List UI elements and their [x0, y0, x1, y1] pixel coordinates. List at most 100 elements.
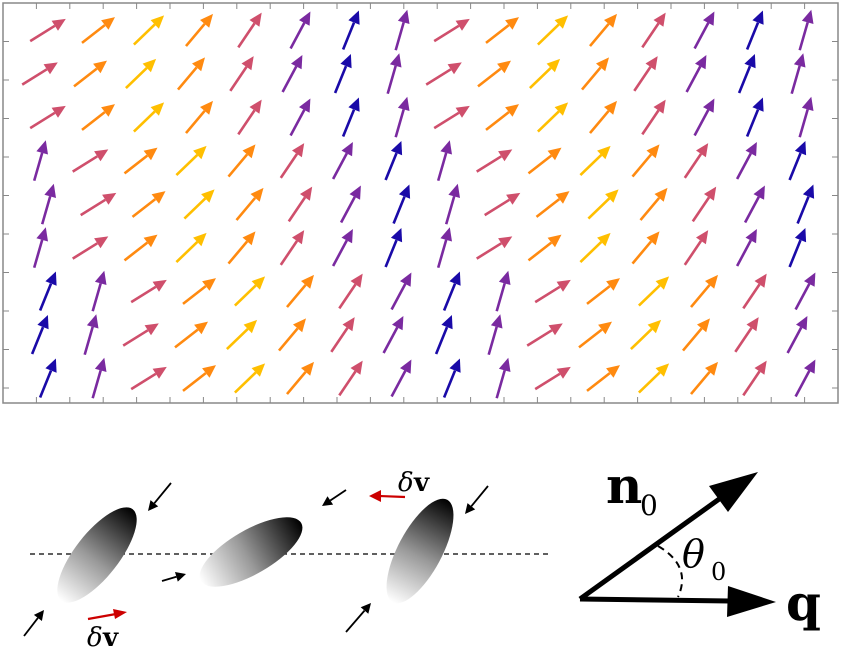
arrow-shaft — [390, 370, 407, 398]
flow-arrow-shaft — [153, 482, 172, 504]
director-arrow — [286, 361, 314, 395]
arrow-shaft — [788, 152, 802, 181]
director-arrow — [225, 319, 258, 351]
flow-arrow — [148, 482, 172, 511]
arrow-head — [801, 9, 814, 24]
director-arrow — [745, 97, 764, 137]
q-vector — [579, 596, 731, 604]
arrow-head — [647, 319, 662, 334]
arrow-shaft — [527, 154, 553, 175]
director-arrow — [394, 96, 410, 138]
arrow-head — [94, 236, 109, 249]
q-label: q — [786, 573, 821, 632]
arrow-shaft — [631, 153, 653, 178]
arrow-head — [498, 357, 511, 372]
arrow-head — [202, 365, 216, 378]
arrow-shaft — [526, 329, 553, 347]
director-arrow — [289, 11, 311, 50]
arrow-shaft — [91, 369, 102, 399]
arrow-shaft — [587, 197, 611, 220]
arrow-head — [655, 363, 670, 377]
director-arrow — [390, 272, 412, 311]
arrow-shaft — [81, 111, 106, 131]
arrow-head — [696, 143, 709, 158]
arrow-head — [349, 185, 361, 200]
director-arrow — [333, 54, 352, 94]
director-arrow — [394, 9, 410, 51]
arrow-head — [793, 53, 806, 68]
arrow-head — [398, 184, 411, 199]
arrow-shaft — [690, 284, 711, 308]
director-arrow — [639, 187, 668, 221]
arrow-head — [804, 272, 816, 287]
arrow-shaft — [175, 240, 199, 264]
director-arrow — [286, 274, 314, 308]
arrow-head — [752, 97, 764, 112]
director-arrow — [629, 319, 662, 351]
arrow-shaft — [29, 111, 56, 130]
director-arrow — [339, 185, 361, 224]
arrow-head — [350, 360, 363, 375]
arrow-head — [241, 56, 254, 71]
director-arrow — [433, 18, 470, 43]
arrow-shaft — [227, 240, 249, 265]
arrow-head — [249, 99, 262, 114]
arrow-shaft — [392, 196, 406, 224]
arrow-shaft — [534, 285, 561, 304]
director-arrow — [579, 145, 611, 177]
arrow-head — [654, 187, 668, 202]
arrow-shaft — [487, 326, 498, 356]
director-arrow — [527, 234, 562, 262]
arrow-shaft — [132, 23, 156, 46]
director-arrow — [29, 105, 66, 130]
director-arrow — [589, 13, 617, 47]
arrow-shaft — [287, 196, 307, 223]
director-arrow — [80, 192, 117, 217]
arrow-shaft — [131, 198, 157, 218]
arrow-shaft — [745, 109, 760, 137]
director-arrow — [131, 191, 166, 218]
arrow-head — [505, 104, 519, 117]
arrow-head — [455, 18, 470, 31]
flow-arrow — [322, 489, 347, 506]
arrow-shaft — [442, 283, 457, 311]
arrow-head — [143, 147, 158, 161]
director-arrow — [742, 273, 767, 310]
arrow-head — [193, 145, 207, 160]
flow-arrow-shaft — [470, 485, 489, 507]
arrow-head — [242, 231, 256, 246]
arrow-shaft — [289, 22, 306, 50]
arrow-shaft — [527, 241, 553, 262]
arrow-shaft — [185, 110, 206, 134]
director-arrow — [693, 98, 715, 137]
arrow-head — [804, 359, 816, 374]
arrow-shaft — [279, 153, 299, 179]
arrow-shaft — [579, 240, 603, 264]
arrow-shaft — [639, 197, 661, 221]
director-arrow — [390, 359, 412, 398]
director-field-panel — [2, 2, 839, 404]
arrow-head — [101, 17, 115, 30]
director-arrow — [434, 315, 453, 355]
arrow-shaft — [229, 66, 248, 92]
director-arrow — [683, 143, 709, 179]
flow-arrow-head — [175, 572, 186, 582]
arrow-shaft — [21, 68, 48, 86]
director-arrow — [182, 278, 216, 305]
director-arrow — [185, 13, 213, 47]
director-arrow — [124, 58, 157, 90]
arrow-head — [556, 366, 571, 379]
arrow-shaft — [682, 327, 703, 352]
director-arrow — [130, 366, 167, 391]
arrow-shaft — [174, 328, 199, 349]
arrow-head — [695, 55, 707, 70]
arrow-shaft — [536, 110, 560, 133]
arrow-shaft — [237, 109, 256, 136]
arrow-head — [604, 100, 617, 115]
arrow-shaft — [182, 372, 207, 392]
arrow-head — [497, 60, 511, 74]
arrow-shaft — [691, 196, 711, 223]
director-arrow — [237, 99, 262, 136]
arrow-head — [597, 232, 611, 247]
